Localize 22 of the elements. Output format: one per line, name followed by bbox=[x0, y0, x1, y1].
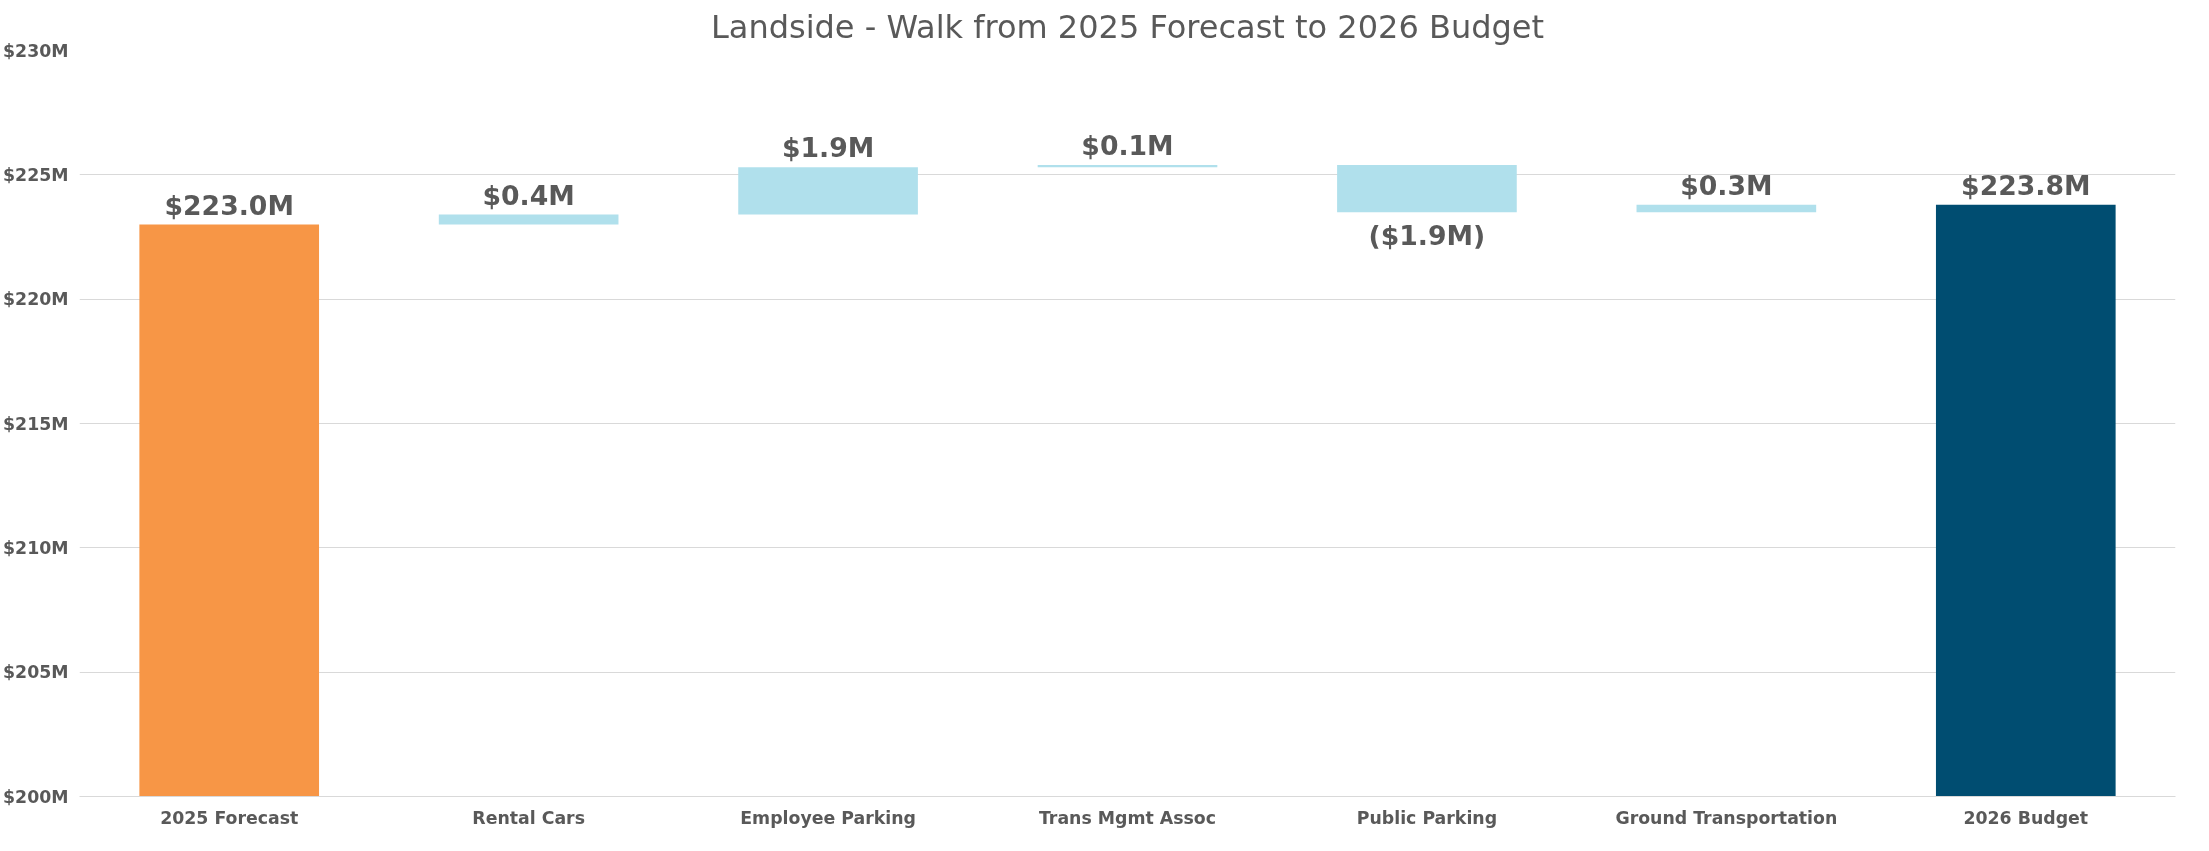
y-tick-label: $230M bbox=[3, 40, 69, 61]
data-label: ($1.9M) bbox=[1368, 220, 1486, 252]
data-label: $0.1M bbox=[1081, 129, 1174, 161]
y-tick-label: $200M bbox=[3, 786, 69, 807]
data-label: $223.0M bbox=[164, 189, 294, 221]
data-label: $1.9M bbox=[781, 132, 875, 164]
y-tick-label: $210M bbox=[3, 537, 69, 558]
y-tick-label: $220M bbox=[3, 289, 69, 310]
chart-title: Landside - Walk from 2025 Forecast to 2026 Budget bbox=[710, 7, 1545, 46]
x-tick-label: Public Parking bbox=[1356, 807, 1498, 828]
x-tick-label: 2025 Forecast bbox=[160, 807, 299, 828]
y-tick-label: $225M bbox=[3, 164, 69, 185]
y-tick-label: $205M bbox=[3, 662, 69, 683]
x-tick-label: Rental Cars bbox=[472, 807, 585, 828]
x-tick-label: Trans Mgmt Assoc bbox=[1038, 807, 1217, 828]
data-label: $0.3M bbox=[1680, 169, 1773, 201]
x-tick-label: Employee Parking bbox=[740, 807, 916, 828]
data-label: $0.4M bbox=[482, 179, 575, 211]
data-label: $223.8M bbox=[1961, 169, 2091, 201]
y-tick-label: $215M bbox=[3, 413, 69, 434]
x-tick-label: 2026 Budget bbox=[1963, 807, 2089, 828]
x-tick-label: Ground Transportation bbox=[1615, 807, 1838, 828]
